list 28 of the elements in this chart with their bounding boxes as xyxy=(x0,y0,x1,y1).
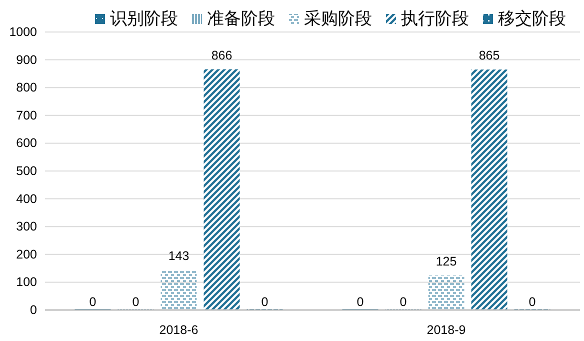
y-tick-label: 700 xyxy=(16,108,38,122)
data-label: 143 xyxy=(168,249,190,264)
legend-label: 执行阶段 xyxy=(401,9,469,28)
legend-label: 识别阶段 xyxy=(110,9,178,28)
data-label: 0 xyxy=(132,295,140,309)
y-tick-label: 600 xyxy=(16,136,38,150)
data-label: 0 xyxy=(261,295,268,309)
y-tick-label: 800 xyxy=(16,80,38,95)
y-tick-label: 200 xyxy=(16,247,38,262)
data-label: 0 xyxy=(356,295,364,309)
data-label: 0 xyxy=(400,295,407,309)
legend-label: 采购阶段 xyxy=(304,9,372,28)
data-label: 125 xyxy=(436,254,457,268)
legend-label: 准备阶段 xyxy=(207,9,275,28)
data-label: 865 xyxy=(478,48,500,63)
x-tick-label: 2018-9 xyxy=(426,323,466,337)
x-tick-label: 2018-6 xyxy=(159,323,198,337)
y-tick-label: 1000 xyxy=(9,25,38,39)
data-label: 0 xyxy=(89,295,96,309)
legend-label: 移交阶段 xyxy=(498,9,566,28)
y-tick-label: 900 xyxy=(16,52,38,67)
y-tick-label: 500 xyxy=(16,164,38,178)
y-tick-label: 400 xyxy=(16,192,38,206)
y-tick-label: 100 xyxy=(16,275,38,290)
data-label: 0 xyxy=(528,295,536,309)
data-label: 866 xyxy=(211,48,232,62)
y-tick-label: 300 xyxy=(16,220,38,234)
y-tick-label: 0 xyxy=(30,303,38,317)
